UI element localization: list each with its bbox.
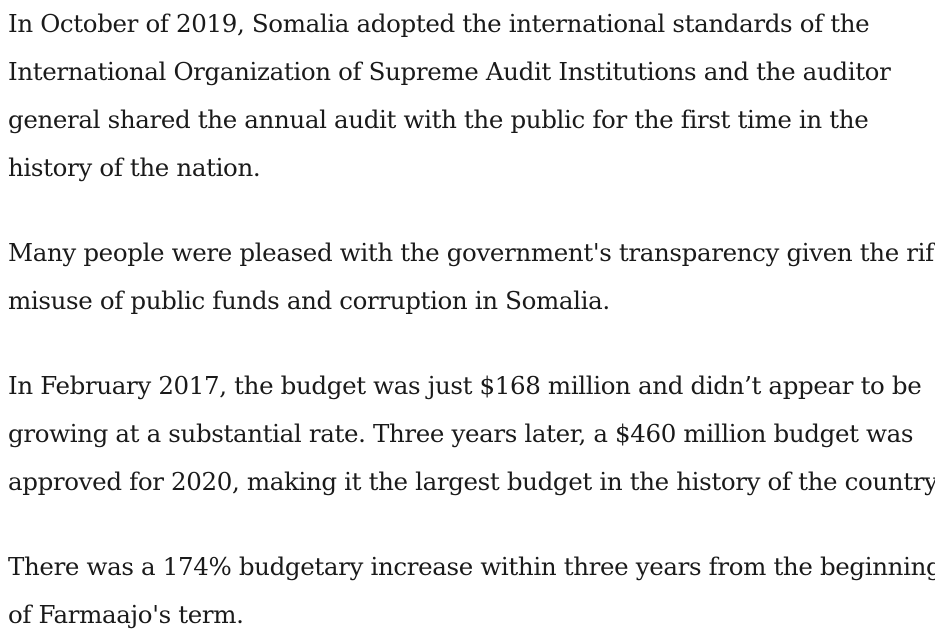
text-line: International Organization of Supreme Au…	[8, 57, 891, 86]
text-line: misuse of public funds and corruption in…	[8, 286, 610, 315]
paragraph-budget-increase: There was a 174% budgetary increase with…	[8, 543, 935, 639]
paragraph-transparency: Many people were pleased with the govern…	[8, 229, 935, 325]
paragraph-audit-standards: In October of 2019, Somalia adopted the …	[8, 0, 933, 192]
paragraph-budget: In February 2017, the budget was just $1…	[8, 362, 935, 506]
text-line: There was a 174% budgetary increase with…	[8, 552, 935, 581]
article-body: In October of 2019, Somalia adopted the …	[8, 0, 935, 639]
text-line: approved for 2020, making it the largest…	[8, 467, 935, 496]
text-line: Many people were pleased with the govern…	[8, 238, 935, 267]
text-line: of Farmaajo's term.	[8, 600, 244, 629]
text-line: In February 2017, the budget was just $1…	[8, 371, 922, 400]
text-line: history of the nation.	[8, 153, 261, 182]
text-line: growing at a substantial rate. Three yea…	[8, 419, 914, 448]
text-line: In October of 2019, Somalia adopted the …	[8, 9, 870, 38]
text-line: general shared the annual audit with the…	[8, 105, 869, 134]
